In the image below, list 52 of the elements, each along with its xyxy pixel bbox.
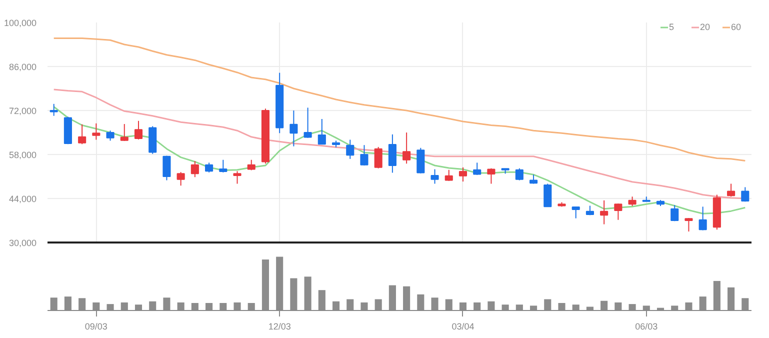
candlestick (614, 203, 622, 220)
candlestick (50, 103, 58, 116)
x-tick-label: 06/03 (635, 322, 658, 332)
candlestick (600, 200, 608, 225)
candlestick (290, 110, 298, 147)
candlestick (318, 118, 326, 145)
candlestick (473, 162, 482, 176)
candlestick (458, 166, 468, 182)
legend-label: 5 (669, 22, 676, 32)
candlestick (416, 147, 425, 174)
candlestick (572, 206, 580, 219)
x-tick-label: 09/03 (84, 322, 108, 332)
y-tick-label: 100,000 (4, 18, 37, 28)
y-tick-label: 86,000 (8, 62, 37, 72)
y-tick-label: 30,000 (8, 238, 37, 248)
y-tick-label: 44,000 (8, 194, 37, 204)
candlestick (233, 170, 242, 184)
candlestick (304, 107, 312, 138)
candlestick (544, 183, 552, 208)
candlestick (374, 146, 382, 169)
candlestick (92, 122, 100, 140)
candlestick (515, 168, 524, 181)
candlestick (162, 155, 171, 181)
candlestick (741, 186, 750, 202)
candlestick (444, 169, 453, 182)
candlestick (120, 124, 128, 142)
candlestick (430, 168, 439, 184)
candlestick (176, 172, 185, 186)
candlestick (388, 134, 396, 174)
candlestick (670, 204, 679, 222)
candlestick (78, 124, 86, 145)
y-tick-label: 72,000 (8, 106, 37, 116)
line-series (53, 106, 746, 214)
y-tick-label: 58,000 (8, 150, 37, 160)
candlestick (698, 206, 707, 231)
candlestick (727, 183, 736, 198)
line-series (53, 37, 746, 162)
candlestick (346, 139, 354, 160)
candlestick (219, 159, 228, 173)
legend-label: 20 (700, 22, 712, 32)
candlestick (190, 160, 199, 178)
candlestick (402, 132, 411, 164)
candlestick (134, 120, 143, 140)
candlestick (684, 217, 693, 232)
candlestick (487, 168, 496, 184)
candlestick (360, 144, 368, 166)
candlestick (205, 162, 214, 173)
candlestick (628, 196, 636, 207)
candlestick (106, 130, 114, 142)
x-tick-label: 03/04 (452, 322, 474, 332)
legend-label: 60 (731, 22, 742, 32)
x-tick-label: 12/03 (268, 322, 291, 332)
